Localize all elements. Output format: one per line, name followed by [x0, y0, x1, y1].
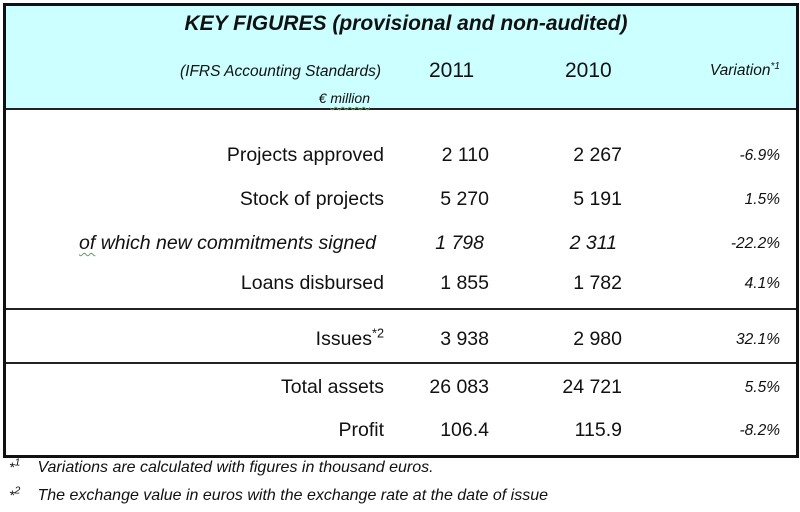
value-2011: 2 110 [441, 144, 489, 166]
table-row-projects-approved: Projects approved 2 110 2 267 -6.9% [6, 144, 796, 174]
column-header-2010: 2010 [565, 59, 612, 82]
value-2011: 3 938 [440, 328, 489, 350]
table-row-new-commitments-signed: of which new commitments signed 1 798 2 … [6, 232, 796, 262]
unit-label: € million [319, 90, 370, 106]
table-header: KEY FIGURES (provisional and non-audited… [6, 6, 796, 110]
footnote-asterisk: * [9, 487, 15, 503]
row-label-prefix: of [79, 232, 96, 254]
footnote-marker: *2 [9, 484, 33, 503]
key-figures-table: KEY FIGURES (provisional and non-audited… [3, 3, 799, 458]
currency-symbol: € [318, 90, 327, 106]
footnote-1: *1 Variations are calculated with figure… [9, 456, 434, 477]
footnote-asterisk: * [9, 459, 15, 475]
variation-value: 4.1% [744, 275, 780, 292]
row-label: Stock of projects [239, 188, 384, 210]
variation-value: -22.2% [730, 235, 780, 252]
row-label: Issues*2 [315, 326, 384, 351]
row-label-text: Issues [315, 328, 373, 350]
row-label-rest: which new commitments signed [95, 232, 376, 254]
value-2011: 26 083 [429, 376, 489, 398]
row-label: Projects approved [226, 144, 384, 166]
footnote-2: *2 The exchange value in euros with the … [9, 484, 549, 505]
row-separator [6, 362, 796, 364]
variation-value: -6.9% [739, 147, 781, 164]
value-2010: 5 191 [573, 188, 622, 210]
footnote-number: 1 [14, 456, 21, 469]
row-label: Profit [338, 419, 384, 441]
row-label: Total assets [281, 376, 384, 398]
footnote-number: 2 [14, 484, 21, 497]
value-2010: 2 311 [569, 232, 617, 254]
row-label: of which new commitments signed [79, 232, 376, 255]
footnote-text: Variations are calculated with figures i… [37, 459, 434, 476]
table-title: KEY FIGURES (provisional and non-audited… [184, 12, 628, 35]
table-row-loans-disbursed: Loans disbursed 1 855 1 782 4.1% [6, 272, 796, 302]
column-header-variation: Variation*1 [709, 60, 780, 80]
variation-value: 1.5% [744, 191, 780, 208]
table-row-profit: Profit 106.4 115.9 -8.2% [6, 419, 796, 449]
table-row-total-assets: Total assets 26 083 24 721 5.5% [6, 376, 796, 406]
value-2010: 24 721 [562, 376, 622, 398]
footnote-text: The exchange value in euros with the exc… [37, 487, 549, 504]
standards-label: (IFRS Accounting Standards) [179, 63, 381, 80]
value-2010: 115.9 [574, 419, 622, 441]
unit-word: million [330, 90, 370, 106]
value-2010: 2 267 [573, 144, 622, 166]
footnote-ref-1: *1 [770, 60, 780, 72]
value-2011: 106.4 [440, 419, 489, 441]
footnote-marker: *1 [9, 456, 33, 475]
value-2011: 5 270 [440, 188, 489, 210]
variation-label: Variation [709, 62, 771, 79]
value-2010: 1 782 [573, 272, 622, 294]
variation-value: 5.5% [744, 379, 780, 396]
footnote-ref-2: *2 [372, 326, 384, 341]
row-separator [6, 308, 796, 310]
variation-value: 32.1% [736, 331, 780, 348]
table-row-stock-of-projects: Stock of projects 5 270 5 191 1.5% [6, 188, 796, 218]
column-header-2011: 2011 [429, 59, 475, 82]
variation-value: -8.2% [739, 422, 781, 439]
value-2011: 1 855 [440, 272, 489, 294]
row-label: Loans disbursed [240, 272, 384, 294]
value-2011: 1 798 [435, 232, 484, 254]
table-row-issues: Issues*2 3 938 2 980 32.1% [6, 326, 796, 358]
value-2010: 2 980 [573, 328, 622, 350]
